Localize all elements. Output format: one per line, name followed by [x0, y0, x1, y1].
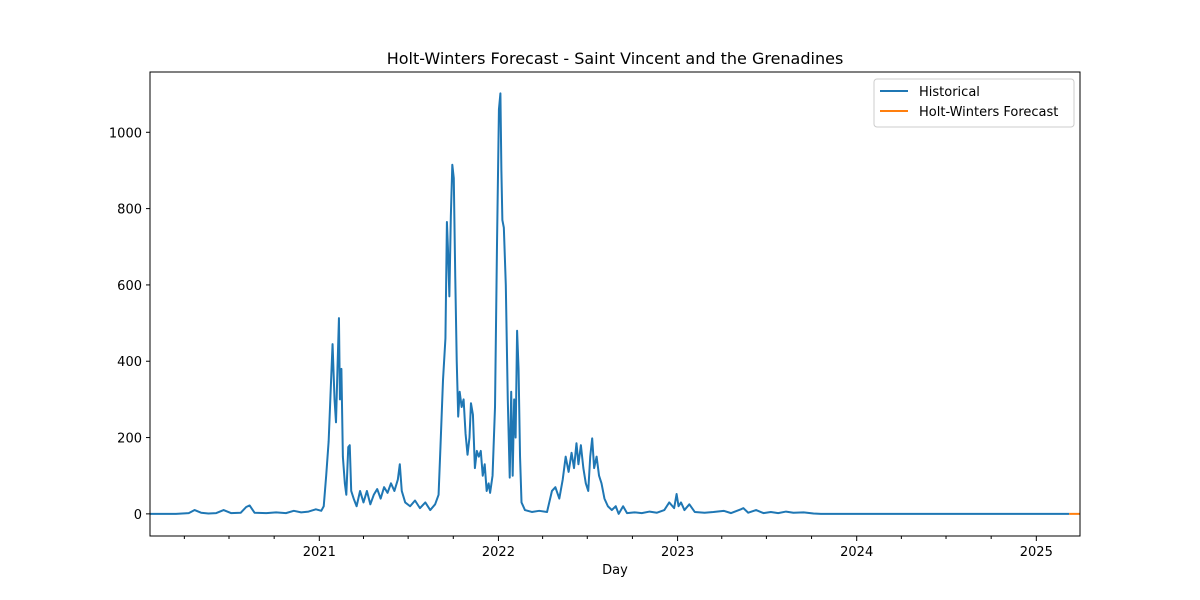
legend-box — [873, 78, 1075, 128]
y-tick-label: 600 — [117, 279, 142, 294]
y-axis: 0 200 400 600 800 1000 — [109, 126, 150, 523]
x-tick-label: 2025 — [1020, 545, 1053, 560]
y-tick-label: 800 — [117, 203, 142, 218]
x-tick-label: 2022 — [482, 545, 515, 560]
y-tick-label: 1000 — [109, 126, 142, 141]
series-line-historical — [150, 92, 1070, 515]
y-tick-label: 200 — [117, 432, 142, 447]
x-tick-label: 2021 — [303, 545, 336, 560]
x-tick-label: 2024 — [840, 545, 873, 560]
axes-frame — [149, 71, 1081, 537]
x-axis-label: Day — [602, 563, 628, 578]
plot-area — [150, 92, 1080, 515]
legend-label-historical: Historical — [919, 85, 980, 100]
legend: Historical Holt-Winters Forecast — [873, 78, 1075, 128]
y-tick-label: 400 — [117, 355, 142, 370]
x-tick-label: 2023 — [661, 545, 694, 560]
x-axis: 2021 2022 2023 2024 2025 — [183, 536, 1053, 560]
legend-label-forecast: Holt-Winters Forecast — [919, 105, 1058, 120]
chart-title: Holt-Winters Forecast - Saint Vincent an… — [387, 49, 844, 68]
y-tick-label: 0 — [134, 508, 142, 523]
